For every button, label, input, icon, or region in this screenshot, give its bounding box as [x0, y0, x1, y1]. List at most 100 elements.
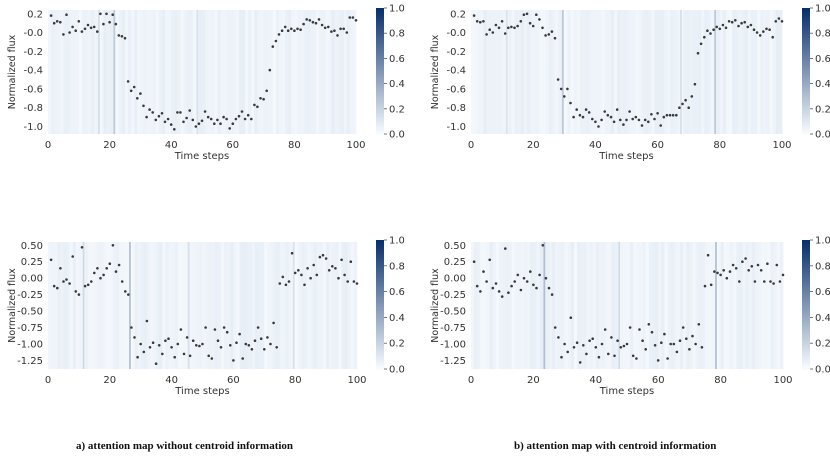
- data-point: [166, 117, 170, 121]
- data-point: [668, 113, 672, 117]
- colorbar-segment: [802, 360, 810, 364]
- x-tick-label: 0: [45, 140, 51, 151]
- x-tick-label: 40: [589, 140, 602, 151]
- attention-cell: [347, 242, 352, 369]
- data-point: [302, 22, 305, 26]
- colorbar-tick-label: 0.6: [389, 287, 405, 298]
- attention-cell: [673, 10, 677, 134]
- attention-cell: [232, 10, 237, 134]
- data-point: [519, 20, 523, 23]
- attention-cell: [520, 242, 525, 369]
- data-point: [578, 361, 582, 364]
- data-point: [647, 323, 651, 326]
- attention-cell: [754, 10, 758, 134]
- attention-cell: [303, 10, 308, 134]
- attention-cell: [309, 10, 314, 134]
- attention-cell: [747, 10, 752, 134]
- colorbar-segment: [376, 283, 384, 286]
- colorbar-segment: [376, 73, 384, 76]
- x-tick-label: 40: [589, 375, 602, 386]
- data-point: [706, 253, 710, 257]
- attention-cell: [751, 242, 756, 369]
- attention-cell: [109, 242, 114, 369]
- attention-cell: [295, 242, 299, 369]
- data-point: [756, 263, 760, 267]
- colorbar-segment: [376, 85, 384, 89]
- attention-cell: [602, 242, 606, 369]
- data-point: [600, 342, 604, 346]
- data-point: [656, 112, 659, 115]
- attention-cell: [300, 10, 305, 134]
- colorbar-segment: [376, 20, 384, 24]
- attention-cell: [343, 10, 348, 134]
- x-tick-label: 40: [165, 375, 178, 386]
- attention-cell: [233, 242, 237, 369]
- data-point: [485, 280, 488, 283]
- data-point: [340, 258, 343, 262]
- attention-cell: [285, 242, 290, 369]
- colorbar-segment: [802, 22, 810, 26]
- colorbar-segment: [802, 92, 810, 95]
- colorbar-segment: [376, 79, 384, 83]
- data-point: [123, 36, 127, 40]
- data-point: [349, 260, 353, 264]
- flux-series: [49, 244, 359, 366]
- colorbar-segment: [802, 343, 810, 346]
- data-point: [588, 339, 591, 343]
- attention-cell: [335, 242, 339, 369]
- data-point: [703, 35, 706, 39]
- data-point: [750, 265, 754, 268]
- data-point: [55, 20, 59, 23]
- data-point: [250, 348, 254, 351]
- colorbar-segment: [376, 250, 384, 254]
- attention-cell: [726, 242, 731, 369]
- colorbar-segment: [376, 64, 384, 68]
- data-point: [296, 27, 299, 31]
- attention-cell: [758, 242, 762, 369]
- colorbar-segment: [802, 123, 810, 127]
- colorbar-segment: [376, 323, 384, 327]
- colorbar-segment: [802, 50, 810, 53]
- data-point: [513, 280, 516, 283]
- attention-cell: [757, 10, 761, 134]
- attention-cell: [558, 242, 562, 369]
- attention-cell: [353, 242, 358, 369]
- attention-cell: [251, 10, 255, 134]
- attention-cell: [492, 242, 497, 369]
- attention-cell: [726, 10, 730, 134]
- data-point: [68, 31, 71, 34]
- colorbar-segment: [802, 75, 810, 78]
- x-tick-label: 80: [713, 140, 726, 151]
- data-point: [271, 45, 275, 48]
- attention-cell: [499, 242, 503, 369]
- attention-cell: [570, 242, 575, 369]
- attention-cell: [670, 242, 675, 369]
- colorbar-segment: [802, 287, 810, 291]
- colorbar-segment: [802, 332, 810, 336]
- colorbar-segment: [376, 125, 384, 129]
- colorbar-segment: [376, 351, 384, 355]
- colorbar-segment: [376, 39, 384, 43]
- data-point: [557, 336, 560, 339]
- data-point: [619, 346, 623, 349]
- data-point: [200, 119, 204, 123]
- data-point: [541, 26, 544, 30]
- attention-cell: [717, 242, 721, 369]
- attention-cell: [91, 10, 95, 134]
- colorbar-segment: [376, 349, 384, 353]
- colorbar-segment: [376, 356, 384, 359]
- attention-cell: [128, 10, 132, 134]
- data-point: [225, 330, 229, 334]
- data-point: [681, 102, 684, 106]
- colorbar-segment: [376, 14, 384, 17]
- data-point: [209, 117, 213, 121]
- colorbar-segment: [376, 12, 384, 15]
- attention-cell: [85, 242, 89, 369]
- data-point: [525, 12, 529, 16]
- attention-cell: [716, 10, 721, 134]
- colorbar-segment: [376, 87, 384, 91]
- data-point: [246, 113, 250, 117]
- colorbar-segment: [376, 50, 384, 53]
- colorbar-segment: [376, 54, 384, 57]
- attention-cell: [248, 242, 253, 369]
